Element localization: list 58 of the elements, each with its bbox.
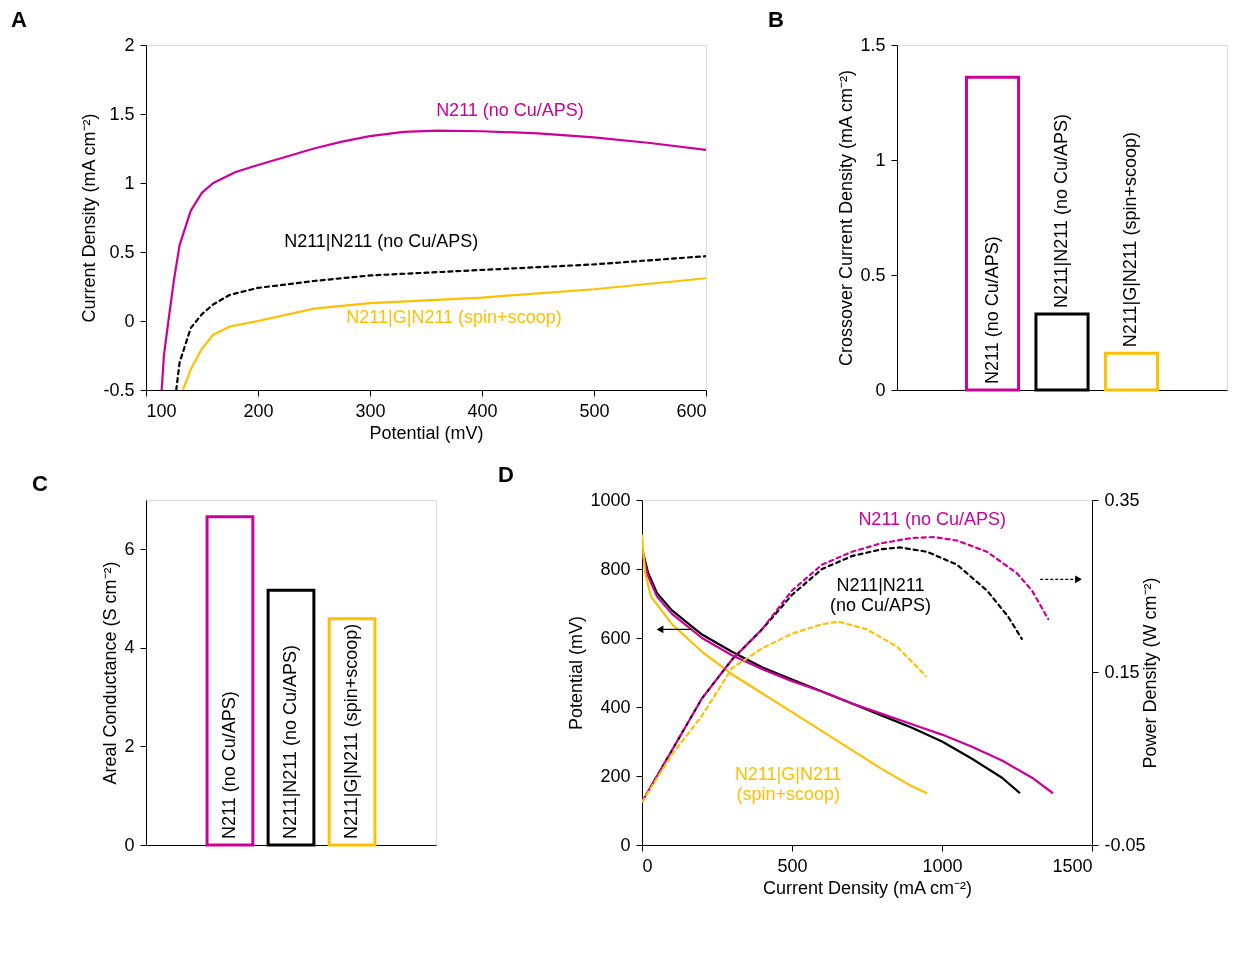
bar (205, 515, 255, 847)
x-axis-title: Current Density (mA cm⁻²) (762, 877, 973, 898)
y-axis-title: Current Density (mA cm⁻²) (79, 113, 100, 323)
series-label: N211|G|N211 (spin+scoop) (734, 763, 842, 804)
y2-tick-label: 0.15 (1104, 662, 1140, 682)
y-tick-label: 1.5 (109, 103, 135, 124)
y-tick-label: -0.5 (103, 379, 135, 400)
series-label: N211 (no Cu/APS) (436, 99, 584, 120)
bar (964, 75, 1021, 392)
y-tick-label: 2 (124, 735, 135, 756)
y-tick-label: 0.5 (109, 241, 135, 262)
line-series (160, 129, 706, 390)
y-tick-label: 600 (600, 627, 631, 648)
chart-title: D (497, 462, 514, 487)
y-tick-label: 4 (124, 637, 135, 658)
x-tick-label: N211|N211 (no Cu/APS) (1051, 113, 1071, 309)
x-tick-label: 500 (579, 400, 610, 421)
y2-tick-label: 0.35 (1104, 489, 1140, 510)
line-series (181, 277, 706, 390)
y-tick-label: 800 (600, 558, 631, 579)
x-tick-label: 0 (642, 855, 653, 876)
y-tick-label: 6 (124, 538, 135, 559)
y-axis-title: Crossover Current Density (mA cm⁻²) (836, 69, 857, 367)
y-tick-label: 0 (875, 379, 886, 400)
y-tick-label: 400 (600, 696, 631, 717)
y-axis-title: Potential (mV) (566, 615, 587, 731)
bar (1103, 351, 1160, 392)
y-tick-label: 1000 (590, 489, 631, 510)
y-tick-label: 1.5 (860, 34, 886, 55)
y2-tick-label: -0.05 (1104, 834, 1146, 855)
y-tick-label: 0 (124, 834, 135, 855)
x-tick-label: 1000 (922, 855, 963, 876)
x-tick-label: 500 (777, 855, 808, 876)
y-tick-label: 2 (124, 34, 135, 55)
x-tick-label: N211 (no Cu/APS) (981, 236, 1002, 384)
x-tick-label: N211|G|N211 (spin+scoop) (1120, 131, 1141, 348)
y2-axis-title: Power Density (W cm⁻²) (1139, 577, 1160, 769)
x-tick-label: 300 (355, 400, 386, 421)
text: N211|N211 (no Cu/APS) (829, 575, 932, 616)
x-tick-label: 200 (243, 400, 274, 421)
x-axis-title: Potential (mV) (369, 422, 484, 443)
x-tick-label: 1500 (1052, 855, 1093, 876)
bar (327, 617, 377, 847)
series-label: N211|G|N211 (spin+scoop) (346, 306, 562, 327)
text: N211 (no Cu/APS) (858, 509, 1007, 530)
chart-title: A (10, 7, 27, 32)
y-tick-label: 0.5 (860, 264, 886, 285)
y-tick-label: 1 (875, 149, 886, 170)
y-tick-label: 0 (620, 834, 631, 855)
chart-title: B (767, 7, 784, 32)
x-tick-label: 600 (676, 400, 707, 421)
y-tick-label: 200 (600, 765, 631, 786)
y-tick-label: 0 (124, 310, 135, 331)
x-tick-label: 400 (467, 400, 498, 421)
y-tick-label: 1 (124, 172, 135, 193)
x-tick-label: 100 (146, 400, 177, 421)
y-axis-title: Areal Conductance (S cm⁻²) (100, 561, 121, 785)
chart-title: C (31, 471, 48, 496)
